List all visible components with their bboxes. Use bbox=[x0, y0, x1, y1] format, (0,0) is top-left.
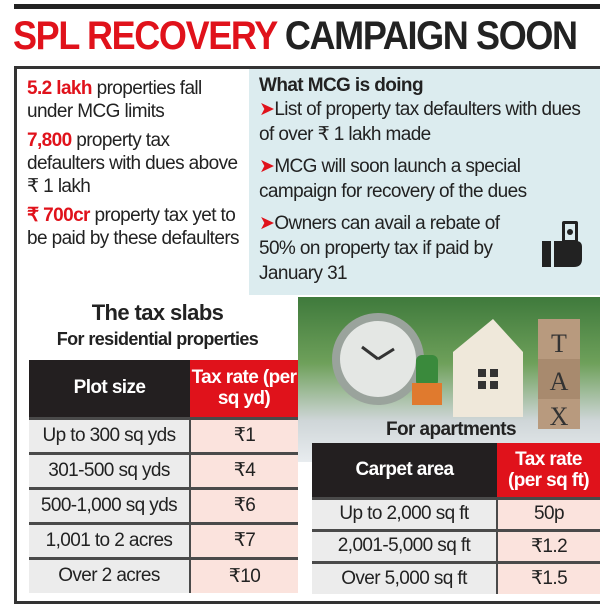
table-row: 1,001 to 2 acres ₹7 bbox=[29, 521, 298, 558]
svg-text:T: T bbox=[551, 329, 567, 358]
headline-black: CAMPAIGN SOON bbox=[284, 14, 578, 58]
house-image bbox=[453, 319, 523, 417]
svg-text:A: A bbox=[550, 367, 569, 396]
slabs-title: The tax slabs bbox=[91, 300, 224, 325]
header-carpet-area: Carpet area bbox=[312, 443, 497, 498]
stat-defaulters: 7,800 property tax defaulters with dues … bbox=[27, 130, 238, 197]
infographic-frame bbox=[14, 66, 600, 604]
actions-panel: What MCG is doing ➤List of property tax … bbox=[249, 69, 600, 295]
table-row: Up to 300 sq yds ₹1 bbox=[29, 416, 298, 453]
stat-unpaid-tax: ₹ 700cr property tax yet to be paid by t… bbox=[27, 205, 240, 249]
table-row: Over 2 acres ₹10 bbox=[29, 556, 298, 593]
arrow-icon: ➤ bbox=[259, 156, 275, 177]
action-point: ➤List of property tax defaulters with du… bbox=[259, 99, 581, 145]
header-tax-rate: Tax rate (per sq ft) bbox=[497, 443, 600, 498]
stats-panel: 5.2 lakh properties fall under MCG limit… bbox=[17, 69, 249, 294]
headline: SPL RECOVERY CAMPAIGN SOON bbox=[13, 14, 578, 59]
table-header-row: Plot size Tax rate (per sq yd) bbox=[29, 360, 298, 418]
table-row: 500-1,000 sq yds ₹6 bbox=[29, 486, 298, 523]
action-point: ➤Owners can avail a rebate of 50% on pro… bbox=[259, 213, 500, 284]
table-row: 2,001-5,000 sq ft ₹1.2 bbox=[312, 528, 600, 562]
apartment-tax-table: Carpet area Tax rate (per sq ft) Up to 2,… bbox=[312, 443, 600, 594]
svg-text:X: X bbox=[550, 402, 569, 431]
cactus-image bbox=[416, 355, 438, 387]
top-rule bbox=[14, 4, 600, 9]
slabs-heading: The tax slabs For residential properties bbox=[17, 300, 298, 350]
actions-heading: What MCG is doing bbox=[259, 75, 424, 96]
table-row: 301-500 sq yds ₹4 bbox=[29, 451, 298, 488]
table-row: Up to 2,000 sq ft 50p bbox=[312, 496, 600, 530]
table-header-row: Carpet area Tax rate (per sq ft) bbox=[312, 443, 600, 498]
header-plot-size: Plot size bbox=[29, 360, 190, 418]
house-clock-photo: T A X bbox=[298, 297, 600, 462]
residential-title: For residential properties bbox=[56, 329, 259, 349]
stat-properties: 5.2 lakh properties fall under MCG limit… bbox=[27, 78, 202, 122]
apartments-title: For apartments bbox=[386, 419, 517, 440]
hand-with-money-icon bbox=[542, 221, 582, 267]
table-row: Over 5,000 sq ft ₹1.5 bbox=[312, 560, 600, 594]
header-tax-rate: Tax rate (per sq yd) bbox=[190, 360, 298, 418]
tax-block bbox=[538, 319, 580, 359]
arrow-icon: ➤ bbox=[259, 99, 275, 120]
arrow-icon: ➤ bbox=[259, 213, 275, 234]
headline-red: SPL RECOVERY bbox=[13, 14, 278, 58]
residential-tax-table: Plot size Tax rate (per sq yd) Up to 300 … bbox=[29, 360, 298, 593]
action-point: ➤MCG will soon launch a special campaign… bbox=[259, 156, 527, 202]
